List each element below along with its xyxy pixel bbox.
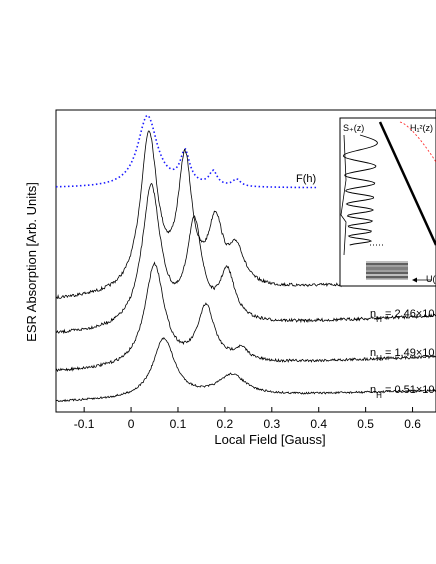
inset-label-u: U( bbox=[426, 274, 436, 284]
inset-frame bbox=[339, 117, 436, 287]
inset-potential-line bbox=[378, 121, 436, 246]
x-tick-label: 0 bbox=[128, 417, 135, 431]
fh-label: F(h) bbox=[296, 173, 316, 185]
x-ticks-group: -0.1 0 0.1 0.2 0.3 0.4 0.5 0.6 bbox=[74, 407, 421, 431]
x-tick-label: 0.4 bbox=[310, 417, 327, 431]
inset-label-s: S₊(z) bbox=[343, 123, 364, 133]
inset-label-h: H₁²(z) bbox=[410, 123, 433, 133]
x-tick-label: 0.2 bbox=[217, 417, 234, 431]
density-label: nH = 1.49×10 bbox=[370, 347, 435, 363]
inset-bracket bbox=[340, 134, 347, 256]
x-tick-label: 0.1 bbox=[170, 417, 187, 431]
density-label: nH = 0.51×10 bbox=[370, 384, 435, 400]
inset-diagram: S₊(z) H₁²(z) U( bbox=[339, 117, 436, 287]
y-axis-label: ESR Absorption [Arb. Units] bbox=[24, 182, 39, 342]
x-tick-label: -0.1 bbox=[74, 417, 95, 431]
plot-frame bbox=[55, 109, 436, 413]
series-line bbox=[55, 337, 436, 403]
x-axis-label: Local Field [Gauss] bbox=[214, 432, 325, 447]
inset-drawing bbox=[340, 121, 436, 283]
inset-arrow-head bbox=[412, 277, 417, 283]
x-tick-label: 0.5 bbox=[357, 417, 374, 431]
inset-wavefunction bbox=[342, 134, 378, 246]
series-fh-line bbox=[55, 114, 317, 189]
series-line bbox=[56, 182, 436, 335]
x-tick-label: 0.3 bbox=[263, 417, 280, 431]
series-line bbox=[55, 261, 436, 373]
x-tick-label: 0.6 bbox=[404, 417, 421, 431]
density-label: nH = 2.46×10 bbox=[370, 308, 435, 324]
